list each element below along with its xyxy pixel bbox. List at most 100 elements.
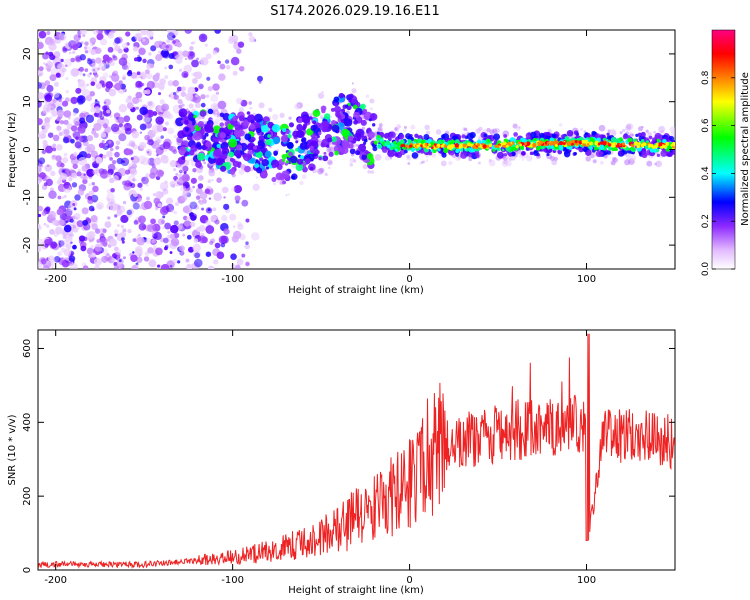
spectrogram-noise-blob: [167, 234, 171, 239]
spectrogram-peak-blob: [611, 143, 616, 148]
spectrogram-noise-blob: [57, 251, 63, 257]
spectrogram-noise-blob: [232, 70, 238, 76]
spectrogram-signal-blob: [273, 152, 278, 156]
spectrogram-band-blob: [508, 153, 513, 157]
spectrogram-peak-blob: [400, 144, 404, 148]
spectrogram-noise-blob: [38, 205, 44, 212]
spectrogram-noise-blob: [136, 114, 143, 121]
spectrogram-noise-blob: [165, 197, 174, 205]
spectrogram-noise-blob: [109, 156, 113, 161]
spectrogram-core-blob: [378, 135, 381, 138]
spectrogram-signal-blob: [288, 151, 294, 157]
spectrogram-halo-blob: [613, 157, 618, 163]
spectrogram-noise-blob: [241, 199, 249, 207]
spectrogram-band-blob: [606, 135, 612, 141]
spectrogram-y-axis-label: Frequency (Hz): [7, 112, 18, 188]
spectrogram-noise-blob: [116, 210, 123, 216]
spectrogram-noise-blob: [158, 104, 167, 113]
spectrogram-peak-blob: [420, 144, 423, 147]
spectrogram-signal-blob: [219, 127, 225, 134]
spectrogram-peak-blob: [462, 143, 467, 148]
spectrogram-noise-blob: [151, 239, 156, 244]
spectrogram-noise-blob: [186, 263, 193, 269]
spectrogram-noise-blob: [155, 72, 161, 78]
spectrogram-noise-blob: [159, 99, 165, 105]
spectrogram-signal-blob: [204, 132, 209, 137]
spectrogram-noise-blob: [105, 143, 109, 147]
spectrogram-band-blob: [563, 150, 571, 158]
spectrogram-noise-blob: [77, 79, 86, 87]
spectrogram-signal-blob: [249, 157, 256, 164]
spectrogram-noise-blob: [109, 202, 118, 212]
spectrogram-signal-blob: [345, 104, 349, 108]
snr-y-tick-label: 0: [22, 567, 33, 573]
spectrogram-signal-blob: [195, 142, 202, 148]
spectrogram-noise-blob: [100, 38, 108, 46]
spectrogram-noise-blob: [201, 207, 205, 211]
spectrogram-signal-blob: [348, 142, 354, 149]
spectrogram-band-blob: [568, 132, 572, 136]
spectrogram-noise-blob: [158, 111, 161, 115]
colorbar-tick-label: 0.4: [701, 166, 711, 181]
spectrogram-signal-blob: [312, 120, 317, 125]
spectrogram-signal-blob: [315, 149, 320, 155]
spectrogram-noise-blob: [91, 223, 98, 230]
spectrogram-noise-blob: [82, 265, 89, 269]
spectrogram-noise-blob: [124, 127, 132, 135]
spectrogram-band-blob: [461, 134, 466, 139]
spectrogram-halo-blob: [425, 130, 431, 136]
spectrogram-noise-blob: [213, 192, 222, 202]
spectrogram-noise-blob: [73, 151, 78, 157]
spectrogram-signal-blob: [244, 165, 251, 173]
spectrogram-noise-blob: [172, 40, 176, 44]
spectrogram-peak-blob: [663, 144, 668, 149]
spectrogram-noise-blob: [165, 203, 175, 213]
spectrogram-signal-blob: [368, 118, 372, 122]
spectrogram-noise-blob: [136, 71, 141, 76]
spectrogram-signal-blob: [286, 142, 294, 150]
spectrogram-noise-blob: [109, 147, 114, 152]
spectrogram-noise-blob: [245, 241, 249, 245]
spectrogram-noise-blob: [108, 140, 112, 144]
spectrogram-halo-blob: [179, 169, 182, 172]
spectrogram-band-blob: [525, 132, 532, 139]
spectrogram-signal-blob: [321, 120, 330, 129]
spectrogram-noise-blob: [115, 140, 121, 146]
spectrogram-noise-blob: [152, 130, 157, 135]
spectrogram-noise-blob: [248, 36, 256, 43]
spectrogram-signal-blob: [251, 139, 255, 143]
spectrogram-noise-blob: [192, 243, 201, 253]
spectrogram-signal-blob: [309, 145, 314, 151]
spectrogram-noise-blob: [162, 188, 169, 195]
spectrogram-noise-blob: [71, 50, 76, 55]
spectrogram-noise-blob: [139, 141, 147, 150]
spectrogram-peak-blob: [655, 142, 659, 146]
spectrogram-signal-blob: [265, 139, 272, 146]
spectrogram-halo-blob: [268, 107, 273, 113]
spectrogram-noise-blob: [217, 100, 227, 110]
spectrogram-signal-blob: [343, 118, 353, 127]
spectrogram-noise-blob: [63, 248, 72, 257]
spectrogram-noise-blob: [65, 235, 73, 243]
spectrogram-noise-blob: [217, 60, 221, 65]
spectrogram-noise-blob: [89, 90, 95, 97]
spectrogram-signal-blob: [366, 127, 372, 133]
spectrogram-noise-blob: [98, 142, 105, 149]
spectrogram-peak-blob: [428, 143, 431, 147]
spectrogram-signal-blob: [221, 147, 230, 155]
spectrogram-band-blob: [382, 147, 388, 153]
spectrogram-band-blob: [622, 134, 629, 140]
spectrogram-noise-blob: [154, 140, 159, 146]
spectrogram-signal-blob: [220, 165, 227, 172]
spectrogram-signal-blob: [257, 139, 265, 147]
spectrogram-noise-blob: [200, 102, 206, 108]
spectrogram-peak-blob: [454, 143, 460, 148]
spectrogram-noise-blob: [55, 226, 64, 235]
spectrogram-noise-blob: [61, 169, 65, 173]
spectrogram-noise-blob: [90, 49, 97, 56]
spectrogram-noise-blob: [112, 54, 116, 59]
spectrogram-signal-blob: [267, 134, 271, 138]
spectrogram-peak-blob: [409, 144, 413, 148]
spectrogram-signal-blob: [323, 151, 327, 155]
spectrogram-noise-blob: [180, 86, 186, 92]
